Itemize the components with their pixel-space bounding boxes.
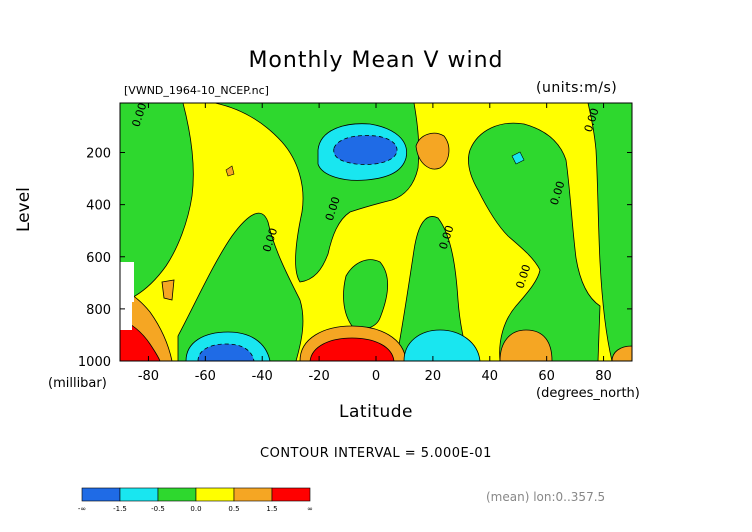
colorbar-tick-label: 1.5 bbox=[266, 505, 277, 513]
colorbar-tick-label: ∞ bbox=[307, 505, 313, 513]
green-region-north-upper bbox=[468, 122, 601, 361]
x-tick-label: -20 bbox=[308, 369, 329, 384]
colorbar-bin bbox=[195, 487, 235, 502]
colorbar-tick-label: 0.5 bbox=[228, 505, 239, 513]
y-tick-label: 600 bbox=[86, 251, 111, 266]
x-tick-label: -80 bbox=[138, 369, 159, 384]
colorbar-bin bbox=[271, 487, 311, 502]
colorbar-tick-label: -0.5 bbox=[151, 505, 165, 513]
colorbar-tick-label: -∞ bbox=[78, 505, 86, 513]
units-label: (units:m/s) bbox=[536, 80, 618, 96]
x-axis-unit: (degrees_north) bbox=[536, 386, 640, 401]
contour-fills bbox=[120, 103, 632, 361]
red-region-equator-surface bbox=[309, 337, 395, 361]
colorbar-tick-label: 0.0 bbox=[190, 505, 201, 513]
green-region-center-low bbox=[343, 259, 388, 330]
contour-interval-note: CONTOUR INTERVAL = 5.000E-01 bbox=[260, 446, 492, 461]
colorbar-bin bbox=[233, 487, 273, 502]
orange-region-upper-tropics bbox=[415, 132, 450, 170]
x-tick-label: 60 bbox=[538, 369, 555, 384]
missing-data-region bbox=[120, 262, 134, 302]
green-region-north-pole bbox=[587, 103, 632, 361]
colorbar: -∞ -1.5 -0.5 0.0 0.5 1.5 ∞ bbox=[78, 487, 313, 513]
blue-region-upper bbox=[333, 135, 398, 165]
y-tick-label: 400 bbox=[86, 199, 111, 214]
orange-region-far-north-surface bbox=[611, 345, 632, 361]
chart-title: Monthly Mean V wind bbox=[248, 48, 504, 73]
colorbar-bin bbox=[157, 487, 197, 502]
colorbar-bin bbox=[119, 487, 159, 502]
colorbar-bin bbox=[81, 487, 121, 502]
orange-region-north-surface bbox=[499, 329, 553, 361]
axes: -80 -60 -40 -20 0 20 40 60 80 200 400 600 800 1000 bbox=[78, 103, 632, 384]
y-axis-unit: (millibar) bbox=[48, 376, 107, 391]
colorbar-tick-label: -1.5 bbox=[113, 505, 127, 513]
orange-region-small-left bbox=[225, 165, 235, 177]
x-tick-label: -40 bbox=[252, 369, 273, 384]
cyan-region-north-surface bbox=[403, 329, 481, 361]
file-label: [VWND_1964-10_NCEP.nc] bbox=[124, 84, 269, 97]
green-region-south-mid bbox=[177, 212, 304, 361]
cyan-region-north bbox=[511, 151, 525, 165]
x-tick-label: 40 bbox=[482, 369, 499, 384]
missing-data-region-2 bbox=[120, 302, 132, 330]
y-tick-label: 1000 bbox=[78, 355, 111, 370]
blue-region-south-surface bbox=[197, 343, 255, 361]
y-tick-label: 800 bbox=[86, 303, 111, 318]
x-tick-label: 0 bbox=[372, 369, 380, 384]
orange-region-left-lowlevel bbox=[161, 279, 175, 301]
x-tick-label: 20 bbox=[425, 369, 442, 384]
x-tick-label: -60 bbox=[195, 369, 216, 384]
x-axis-label: Latitude bbox=[339, 402, 413, 422]
green-region-tropics-north bbox=[395, 216, 471, 361]
green-region-southpole-upper bbox=[120, 103, 194, 301]
mean-lon-note: (mean) lon:0..357.5 bbox=[486, 490, 606, 504]
x-tick-label: 80 bbox=[595, 369, 612, 384]
y-tick-label: 200 bbox=[86, 147, 111, 162]
